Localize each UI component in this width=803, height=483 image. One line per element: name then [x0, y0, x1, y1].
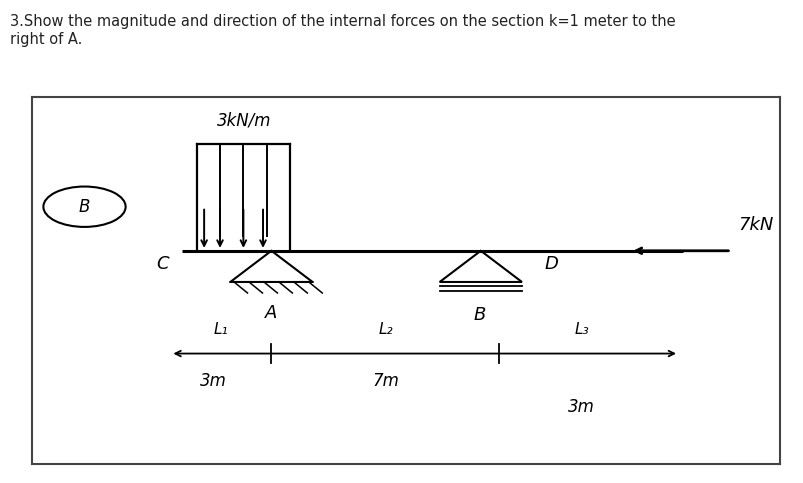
Text: L₂: L₂: [377, 322, 393, 337]
Text: C: C: [157, 255, 169, 272]
Text: 3kN/m: 3kN/m: [216, 112, 271, 129]
Text: D: D: [544, 255, 558, 272]
Text: 3.Show the magnitude and direction of the internal forces on the section k=1 met: 3.Show the magnitude and direction of th…: [10, 14, 675, 47]
Text: A: A: [265, 304, 277, 322]
Text: B: B: [79, 198, 90, 216]
Text: L₃: L₃: [573, 322, 589, 337]
Text: B: B: [472, 306, 485, 324]
Text: 3m: 3m: [568, 398, 594, 416]
Text: 3m: 3m: [200, 372, 226, 390]
Text: 7m: 7m: [372, 372, 398, 390]
Text: 7kN: 7kN: [738, 216, 773, 234]
Text: L₁: L₁: [214, 322, 228, 337]
